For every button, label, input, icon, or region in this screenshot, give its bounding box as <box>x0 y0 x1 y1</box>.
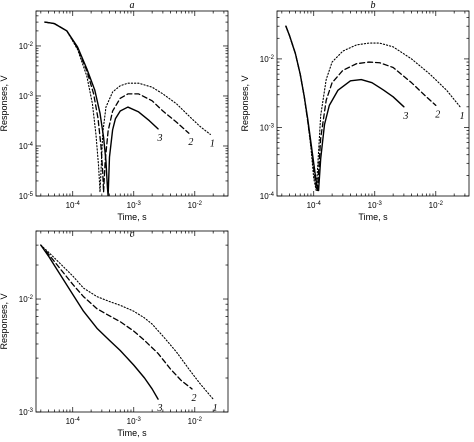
y-tick-label: 10-2 <box>260 55 275 64</box>
y-tick-label: 10-3 <box>260 123 275 132</box>
x-tick-label: 10-2 <box>188 417 203 426</box>
series-line-1 <box>285 25 461 192</box>
y-tick-label: 10-4 <box>260 192 275 201</box>
x-tick-label: 10-3 <box>368 201 383 210</box>
series-line-2 <box>40 244 193 390</box>
series-label-3: 3 <box>402 111 408 122</box>
series-line-3 <box>285 25 405 192</box>
series-line-1 <box>40 244 214 400</box>
series-label-2: 2 <box>435 109 440 120</box>
series-line-3 <box>40 244 159 400</box>
y-tick-label: 10-3 <box>19 92 34 101</box>
x-tick-label: 10-2 <box>188 201 203 210</box>
panel-a: 10-4 10-3 10-2 10-5 10-4 10-3 10-2 Time, s Respo… <box>0 0 229 222</box>
panel-c: 10-4 10-3 10-2 10-3 10-2 Time, s Responses, V c… <box>0 229 229 438</box>
y-axis-label: Responses, V <box>0 293 9 349</box>
series-label-1: 1 <box>210 138 215 149</box>
x-tick-label: 10-3 <box>127 201 142 210</box>
panel-title: a <box>130 0 135 11</box>
y-tick-label: 10-2 <box>19 295 34 304</box>
series-line-1 <box>44 21 211 193</box>
y-tick-label: 10-4 <box>19 142 34 151</box>
series-label-3: 3 <box>157 133 163 144</box>
series-line-2 <box>44 21 190 193</box>
panel-title: b <box>371 0 376 11</box>
plot-frame <box>35 10 229 197</box>
y-axis-label: Responses, V <box>0 75 9 131</box>
series-label-1: 1 <box>460 111 465 122</box>
panel-b: 10-4 10-3 10-2 10-4 10-3 10-2 Time, s Responses… <box>240 0 470 222</box>
x-axis-label: Time, s <box>358 212 388 222</box>
x-tick-label: 10-3 <box>127 417 142 426</box>
y-tick-label: 10-5 <box>19 192 34 201</box>
x-tick-label: 10-2 <box>429 201 444 210</box>
series-label-2: 2 <box>188 137 193 148</box>
plot-frame <box>276 10 470 197</box>
series-label-3: 3 <box>157 403 163 414</box>
series-line-2 <box>285 25 437 192</box>
plot-frame <box>35 230 229 413</box>
x-axis-label: Time, s <box>117 212 147 222</box>
y-tick-label: 10-3 <box>19 408 34 417</box>
y-tick-label: 10-2 <box>19 42 34 51</box>
x-tick-label: 10-4 <box>66 417 81 426</box>
series-label-2: 2 <box>192 393 197 404</box>
series-line-3 <box>44 21 159 196</box>
x-tick-label: 10-4 <box>307 201 322 210</box>
x-axis-label: Time, s <box>117 428 147 438</box>
panel-title: c <box>130 229 135 240</box>
y-axis-label: Responses, V <box>240 75 250 131</box>
x-tick-label: 10-4 <box>66 201 81 210</box>
series-label-1: 1 <box>213 403 218 414</box>
